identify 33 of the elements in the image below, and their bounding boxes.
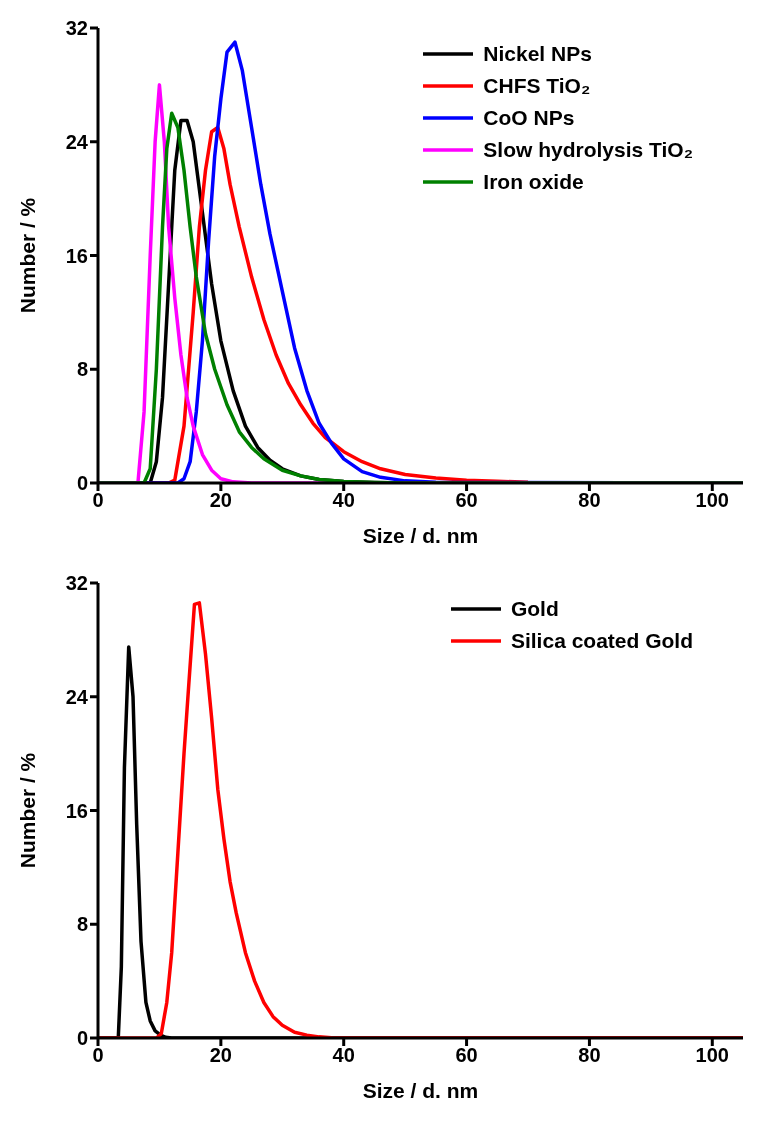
x-tick-label: 100 bbox=[695, 489, 729, 512]
x-tick-label: 0 bbox=[92, 489, 104, 512]
legend-label: Gold bbox=[510, 597, 559, 621]
y-tick-label: 24 bbox=[65, 685, 89, 708]
y-tick-label: 32 bbox=[65, 17, 88, 40]
y-tick-label: 16 bbox=[65, 799, 88, 822]
y-tick-label: 32 bbox=[65, 572, 88, 595]
x-tick-label: 40 bbox=[332, 1044, 355, 1067]
y-tick-label: 8 bbox=[76, 913, 88, 936]
y-axis-title: Number / % bbox=[16, 752, 40, 869]
legend-label: Silica coated Gold bbox=[510, 629, 693, 653]
x-tick-label: 0 bbox=[92, 1044, 104, 1067]
legend-label: Nickel NPs bbox=[483, 42, 592, 66]
x-tick-label: 80 bbox=[578, 489, 601, 512]
x-axis-title: Size / d. nm bbox=[362, 1079, 479, 1102]
x-tick-label: 100 bbox=[695, 1044, 729, 1067]
x-tick-label: 60 bbox=[455, 1044, 478, 1067]
x-axis-title: Size / d. nm bbox=[362, 524, 479, 547]
legend-label: CoO NPs bbox=[483, 106, 575, 130]
x-tick-label: 80 bbox=[578, 1044, 601, 1067]
legend-label: Iron oxide bbox=[483, 170, 584, 194]
legend-label: CHFS TiO₂ bbox=[483, 74, 591, 98]
y-tick-label: 0 bbox=[76, 1027, 88, 1050]
legend-label: Slow hydrolysis TiO₂ bbox=[483, 138, 693, 162]
x-tick-label: 40 bbox=[332, 489, 355, 512]
y-tick-label: 0 bbox=[76, 472, 88, 495]
x-tick-label: 20 bbox=[209, 1044, 232, 1067]
x-tick-label: 60 bbox=[455, 489, 478, 512]
x-tick-label: 20 bbox=[209, 489, 232, 512]
y-axis-title: Number / % bbox=[16, 197, 40, 314]
y-tick-label: 24 bbox=[65, 130, 89, 153]
y-tick-label: 16 bbox=[65, 244, 88, 267]
y-tick-label: 8 bbox=[76, 358, 88, 381]
